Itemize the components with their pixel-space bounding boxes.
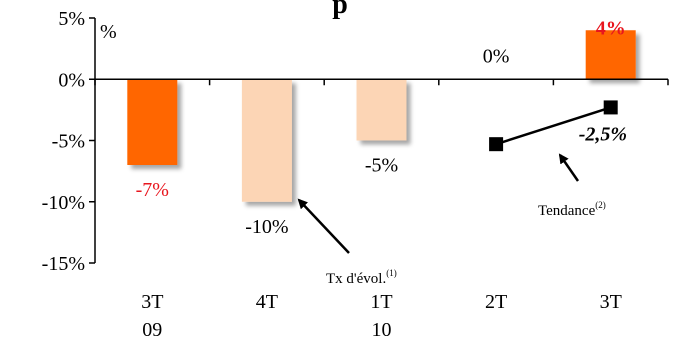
- trend-annotation-footnote: (2): [595, 200, 606, 210]
- bars: [127, 30, 636, 202]
- x-tick-label: 1T: [370, 291, 392, 313]
- x-tick-label-year: 09: [142, 319, 162, 341]
- chart-title: p: [332, 0, 348, 20]
- growth-rate-annotation: Tx d'évol.(1): [326, 268, 397, 287]
- data-label: 4%: [596, 17, 626, 39]
- y-axis-unit-label: %: [100, 21, 117, 43]
- y-tick-label: 5%: [58, 8, 85, 30]
- x-tick-label: 3T: [600, 291, 622, 313]
- value-labels: -7% -10% -5% 0% 4%: [136, 17, 626, 238]
- x-tick-label: 3T: [141, 291, 163, 313]
- data-label: -7%: [136, 179, 169, 201]
- bar: [585, 30, 636, 80]
- bar: [127, 79, 178, 165]
- y-tick-label: -5%: [52, 131, 85, 153]
- data-label: -10%: [245, 216, 288, 238]
- y-tick-label: 0%: [58, 69, 85, 91]
- trend-series: -2,5%: [489, 100, 627, 152]
- trend-line: [495, 106, 612, 146]
- bar: [241, 79, 292, 202]
- data-label: 0%: [483, 45, 510, 67]
- x-tick-label-year: 10: [372, 319, 392, 341]
- annotations: Tx d'évol.(1) Tendance(2): [297, 153, 606, 287]
- growth-arrow: [297, 198, 350, 254]
- trend-annotation: Tendance(2): [538, 200, 606, 219]
- x-axis-ticks: 3T 09 4T 1T 10 2T 3T: [94, 79, 669, 341]
- x-tick-label: 4T: [256, 291, 278, 313]
- bar: [356, 79, 407, 141]
- data-label: -5%: [365, 155, 398, 177]
- trend-value-label: -2,5%: [579, 123, 627, 145]
- trend-annotation-label: Tendance: [538, 203, 596, 219]
- y-tick-label: -15%: [42, 253, 85, 275]
- y-axis-ticks: 5% 0% -5% -10% -15%: [42, 8, 95, 275]
- trend-point: [603, 100, 618, 115]
- growth-rate-footnote: (1): [386, 268, 397, 278]
- trend-arrow: [558, 153, 580, 182]
- trend-point: [489, 137, 504, 152]
- x-tick-label: 2T: [485, 291, 507, 313]
- growth-rate-label: Tx d'évol.: [326, 271, 386, 287]
- y-tick-label: -10%: [42, 192, 85, 214]
